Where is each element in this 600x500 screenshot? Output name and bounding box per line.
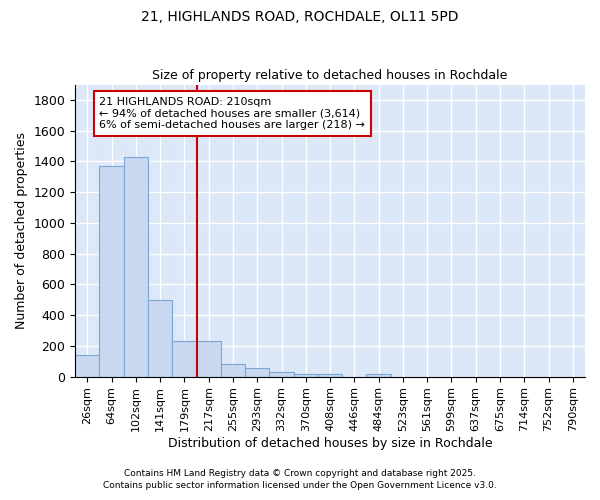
Bar (367, 374, 391, 376)
Bar (197, 341, 221, 376)
Bar (293, 374, 318, 376)
Bar (124, 157, 148, 376)
Bar (221, 364, 245, 376)
Bar (100, 166, 124, 376)
X-axis label: Distribution of detached houses by size in Rochdale: Distribution of detached houses by size … (168, 437, 493, 450)
Bar (75, 355, 100, 376)
Text: 21 HIGHLANDS ROAD: 210sqm
← 94% of detached houses are smaller (3,614)
6% of sem: 21 HIGHLANDS ROAD: 210sqm ← 94% of detac… (100, 97, 365, 130)
Title: Size of property relative to detached houses in Rochdale: Size of property relative to detached ho… (152, 69, 508, 82)
Bar (245, 368, 269, 376)
Text: Contains HM Land Registry data © Crown copyright and database right 2025.
Contai: Contains HM Land Registry data © Crown c… (103, 468, 497, 490)
Bar (148, 300, 172, 376)
Bar (172, 341, 197, 376)
Bar (269, 372, 293, 376)
Text: 21, HIGHLANDS ROAD, ROCHDALE, OL11 5PD: 21, HIGHLANDS ROAD, ROCHDALE, OL11 5PD (141, 10, 459, 24)
Bar (318, 374, 342, 376)
Y-axis label: Number of detached properties: Number of detached properties (15, 132, 28, 329)
